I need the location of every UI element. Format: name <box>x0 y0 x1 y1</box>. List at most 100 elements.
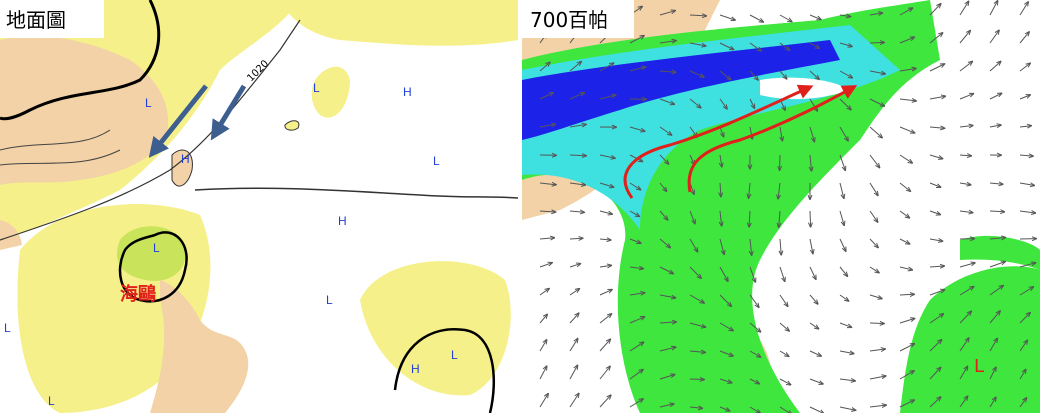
pressure-label: L <box>153 241 160 255</box>
wind-vector <box>839 351 854 354</box>
taiwan <box>171 149 193 187</box>
wind-vector <box>869 13 882 15</box>
wind-vector <box>659 322 676 323</box>
humid-area <box>360 261 511 396</box>
wind-vector <box>989 93 1001 100</box>
wind-vector <box>599 367 610 380</box>
wind-vector <box>809 42 819 48</box>
wind-vector <box>1019 155 1033 156</box>
wind-vector <box>719 42 733 50</box>
wind-vector <box>629 399 643 408</box>
wind-vector <box>899 182 910 191</box>
wind-vector <box>809 406 824 413</box>
wind-vector <box>629 67 646 72</box>
wind-vector <box>749 98 754 108</box>
pressure-label: L <box>974 356 984 377</box>
wind-vector <box>539 238 554 239</box>
wind-vector <box>659 210 668 220</box>
wind-vector <box>959 263 975 268</box>
wind-vector <box>569 289 579 296</box>
wind-vector <box>689 322 705 327</box>
wind-vector <box>599 395 611 408</box>
pressure-label: H <box>338 214 347 228</box>
wind-vector <box>629 36 644 44</box>
wind-vector <box>959 155 971 156</box>
moisture-green <box>960 235 1040 270</box>
wind-vector <box>929 368 941 380</box>
wind-vector <box>809 126 814 141</box>
wind-vector <box>659 294 675 298</box>
wind-vector <box>839 294 848 301</box>
wind-vector <box>539 211 555 212</box>
wind-arrow <box>210 84 247 141</box>
wind-vector <box>959 312 971 324</box>
wind-vector <box>809 238 813 253</box>
wind-vector <box>778 182 780 199</box>
wind-vector <box>749 350 760 357</box>
wind-vector <box>779 266 785 281</box>
wind-vector <box>899 319 914 324</box>
wind-vector <box>1019 263 1035 268</box>
panel-title: 700百帕 <box>530 8 608 32</box>
wind-vector <box>929 127 944 128</box>
wind-vector <box>899 154 912 163</box>
wind-vector <box>869 266 879 273</box>
wind-vector <box>1019 398 1026 408</box>
wind-vector <box>629 293 644 295</box>
wind-vector <box>599 290 612 296</box>
wind-vector <box>659 154 668 164</box>
wind-vector <box>929 64 944 72</box>
wind-vector <box>989 125 1001 127</box>
wind-vector <box>599 154 615 158</box>
wind-arrow <box>148 84 208 158</box>
philippines <box>150 280 249 413</box>
wind-vector <box>959 367 967 380</box>
wind-vector <box>719 378 732 383</box>
wind-vector <box>839 379 855 381</box>
wind-vector <box>809 98 817 111</box>
wind-field <box>539 1 1036 413</box>
wind-vector <box>719 126 724 137</box>
wind-vector <box>989 238 1005 240</box>
wind-vector <box>719 294 731 306</box>
wind-vector <box>959 62 972 72</box>
wind-vector <box>810 154 811 171</box>
wind-vector <box>989 62 1001 72</box>
wind-vector <box>659 404 674 408</box>
coast-boundary <box>0 0 161 121</box>
wind-vector <box>599 210 612 214</box>
wind-vector <box>929 314 943 324</box>
wind-vector <box>869 323 884 324</box>
wind-vector <box>989 368 996 380</box>
wind-vector <box>539 263 552 268</box>
wind-vector <box>599 239 611 240</box>
wind-vector <box>929 340 941 352</box>
wind-vector <box>779 210 780 227</box>
pressure-label: L <box>4 321 11 335</box>
wind-vector <box>780 126 782 141</box>
wind-vector <box>959 94 973 100</box>
surface-map: L L H H L H L L H L L L 1020 海鷗 <box>0 0 518 413</box>
wind-vector <box>839 154 845 170</box>
wind-vector <box>539 394 548 408</box>
wind-vector <box>719 266 728 281</box>
wind-vector <box>720 154 722 167</box>
wind-vector <box>569 313 579 324</box>
wind-vector <box>689 210 695 223</box>
wind-vector <box>869 98 884 106</box>
wind-vector <box>989 339 997 352</box>
wind-vector <box>989 31 999 44</box>
wind-vector <box>659 375 675 380</box>
wind-vector <box>899 371 914 380</box>
panel-title: 地面圖 <box>6 8 66 32</box>
pressure-label: L <box>313 81 320 95</box>
isobar <box>0 149 121 166</box>
wind-vector <box>629 126 645 131</box>
wind-vector <box>809 14 821 19</box>
isobar <box>393 328 496 413</box>
wind-vector <box>539 289 549 296</box>
pressure-label: H <box>403 85 412 99</box>
wind-vector <box>689 238 698 252</box>
pressure-label: L <box>451 348 458 362</box>
pressure-label: L <box>433 154 440 168</box>
